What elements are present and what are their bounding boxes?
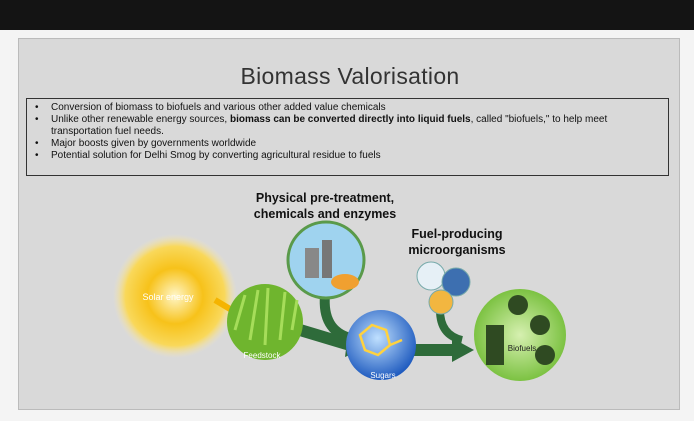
factory: [305, 248, 319, 278]
pretreatment-label: chemicals and enzymes: [254, 207, 396, 221]
icon: [530, 315, 550, 335]
arrow: [325, 295, 350, 338]
sugars-circle: [346, 310, 416, 380]
page: Biomass Valorisation Conversion of bioma…: [0, 0, 694, 421]
microbe-circle: [417, 262, 445, 290]
factory: [322, 240, 332, 278]
biofuels-label: Biofuels: [508, 344, 536, 353]
pretreatment-label: Physical pre-treatment,: [256, 191, 394, 205]
icon: [508, 295, 528, 315]
pump: [486, 325, 504, 365]
sugars-label: Sugars: [370, 371, 395, 380]
microbe-circle: [429, 290, 453, 314]
icon: [535, 345, 555, 365]
solar-label: Solar energy: [142, 292, 194, 302]
microorganisms-label: Fuel-producing: [412, 227, 503, 241]
microorganisms-label: microorganisms: [408, 243, 505, 257]
feedstock-label: Feedstock: [244, 351, 282, 360]
pile: [331, 274, 359, 290]
arrow: [440, 310, 462, 340]
diagram: Physical pre-treatment, chemicals and en…: [0, 0, 694, 421]
